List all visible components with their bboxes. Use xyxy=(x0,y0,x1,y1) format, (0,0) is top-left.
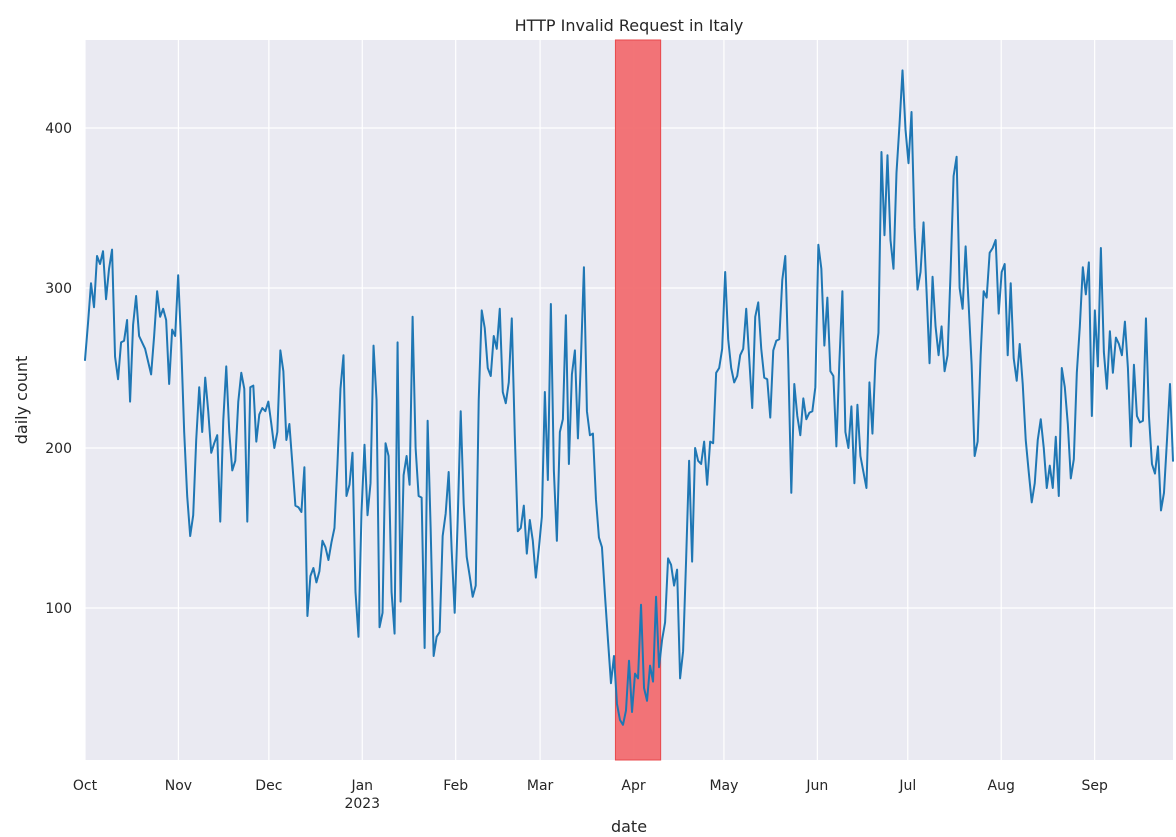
y-tick-label: 100 xyxy=(45,601,72,617)
x-tick-label: Aug xyxy=(988,778,1015,794)
x-axis-label: date xyxy=(611,817,647,836)
x-tick-label: Jul xyxy=(898,778,916,794)
x-tick-label: Feb xyxy=(443,778,468,794)
x-tick-label: Nov xyxy=(165,778,192,794)
x-tick-label: Mar xyxy=(527,778,554,794)
highlight-band xyxy=(614,39,662,761)
x-tick-label: Sep xyxy=(1081,778,1108,794)
x-tick-sublabel: 2023 xyxy=(344,796,380,812)
series-line xyxy=(84,69,1174,726)
y-axis-label: daily count xyxy=(12,356,31,445)
x-tick-label: Apr xyxy=(621,778,645,794)
x-tick-labels: Oct Nov Dec Jan 2023 Feb Mar Apr May Jun Jul Aug Sep xyxy=(73,778,1108,812)
highlight-rect xyxy=(614,39,662,761)
y-tick-labels: 100 200 300 400 xyxy=(45,121,72,617)
y-tick-label: 200 xyxy=(45,441,72,457)
series-lines xyxy=(84,69,1174,726)
x-tick-label: Jan xyxy=(350,778,373,794)
y-tick-label: 400 xyxy=(45,121,72,137)
x-tick-label: Dec xyxy=(255,778,282,794)
x-tick-label: Jun xyxy=(805,778,828,794)
y-tick-label: 300 xyxy=(45,281,72,297)
x-tick-label: May xyxy=(709,778,738,794)
chart-title: HTTP Invalid Request in Italy xyxy=(515,16,744,35)
x-tick-label: Oct xyxy=(73,778,98,794)
